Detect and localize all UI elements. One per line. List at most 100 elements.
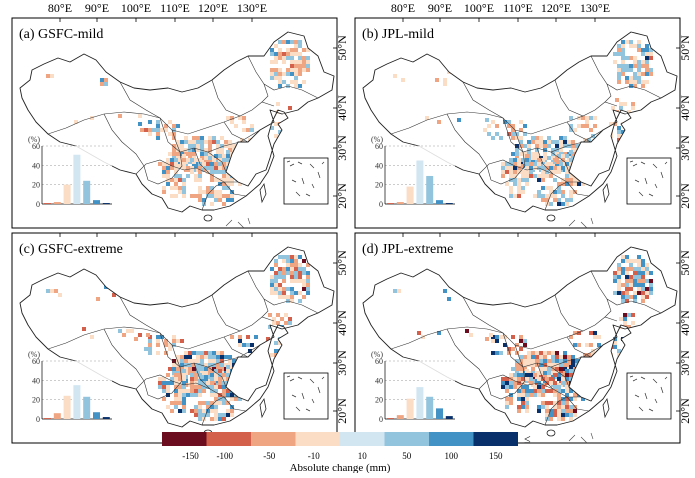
change-pixel (268, 313, 272, 317)
change-pixel (172, 148, 176, 152)
change-pixel (627, 110, 631, 114)
change-pixel (222, 377, 226, 381)
change-pixel (202, 385, 206, 389)
histogram-bar (445, 416, 453, 419)
lat-label: 20°N (678, 183, 692, 209)
change-pixel (541, 170, 545, 174)
change-pixel (216, 359, 220, 363)
change-pixel (178, 389, 182, 393)
change-pixel (625, 287, 629, 291)
change-pixel (523, 339, 527, 343)
change-pixel (573, 413, 577, 417)
histogram-bar (44, 203, 51, 204)
change-pixel (130, 329, 134, 333)
change-pixel (290, 263, 294, 267)
change-pixel (485, 118, 489, 122)
province-border (478, 374, 581, 398)
change-pixel (174, 166, 178, 170)
change-pixel (198, 178, 202, 182)
change-pixel (517, 190, 521, 194)
change-pixel (551, 359, 555, 363)
coast-fragment (568, 217, 594, 229)
change-pixel (210, 202, 214, 206)
legend-tick: 100 (445, 451, 459, 461)
change-pixel (557, 405, 561, 409)
change-pixel (621, 295, 625, 299)
change-pixel (286, 40, 290, 44)
change-pixel (276, 321, 280, 325)
change-pixel (549, 377, 553, 381)
change-pixel (172, 144, 176, 148)
change-pixel (218, 381, 222, 385)
change-pixel (206, 405, 210, 409)
change-pixel (274, 56, 278, 60)
province-border (223, 396, 247, 412)
change-pixel (226, 158, 230, 162)
change-pixel (294, 255, 298, 259)
change-pixel (571, 144, 575, 148)
change-pixel (545, 170, 549, 174)
change-pixel (238, 335, 242, 339)
change-pixel (501, 385, 505, 389)
change-pixel (274, 76, 278, 80)
change-pixel (208, 156, 212, 160)
change-pixel (170, 381, 174, 385)
change-pixel (625, 40, 629, 44)
change-pixel (517, 393, 521, 397)
change-pixel (569, 194, 573, 198)
province-border (171, 129, 181, 153)
change-pixel (182, 409, 186, 413)
change-pixel (549, 190, 553, 194)
change-pixel (531, 367, 535, 371)
lat-label: 30°N (335, 350, 349, 376)
change-pixel (164, 351, 168, 355)
change-pixel (557, 397, 561, 401)
histogram-y-tick: 0 (36, 415, 40, 424)
lon-label: 90°E (428, 1, 452, 15)
change-pixel (212, 136, 216, 140)
change-pixel (507, 132, 511, 136)
change-pixel (565, 413, 569, 417)
change-pixel (176, 355, 180, 359)
change-pixel (198, 198, 202, 202)
change-pixel (637, 283, 641, 287)
change-pixel (210, 162, 214, 166)
change-pixel (306, 279, 310, 283)
change-pixel (517, 405, 521, 409)
change-pixel (517, 389, 521, 393)
change-pixel (517, 373, 521, 377)
change-pixel (298, 263, 302, 267)
change-pixel (238, 339, 242, 343)
change-pixel (617, 287, 621, 291)
change-pixel (513, 385, 517, 389)
inset-coast (629, 160, 668, 165)
country-border (362, 246, 678, 428)
lon-label: 100°E (121, 1, 151, 15)
change-pixel (54, 289, 58, 293)
change-pixel (238, 182, 242, 186)
change-pixel (573, 128, 577, 132)
change-pixel (501, 381, 505, 385)
change-pixel (521, 190, 525, 194)
change-pixel (122, 333, 126, 337)
change-pixel (170, 409, 174, 413)
legend-swatch (340, 432, 385, 446)
change-pixel (571, 359, 575, 363)
province-border (171, 344, 181, 368)
change-pixel (182, 166, 186, 170)
change-pixel (172, 335, 176, 339)
change-pixel (585, 120, 589, 124)
change-pixel (629, 267, 633, 271)
change-pixel (557, 182, 561, 186)
change-pixel (156, 132, 160, 136)
change-pixel (204, 363, 208, 367)
change-pixel (507, 124, 511, 128)
change-pixel (178, 158, 182, 162)
change-pixel (551, 355, 555, 359)
taiwan-outline (602, 182, 610, 204)
change-pixel (222, 162, 226, 166)
change-pixel (537, 405, 541, 409)
change-pixel (537, 393, 541, 397)
change-pixel (206, 162, 210, 166)
change-pixel (621, 68, 625, 72)
